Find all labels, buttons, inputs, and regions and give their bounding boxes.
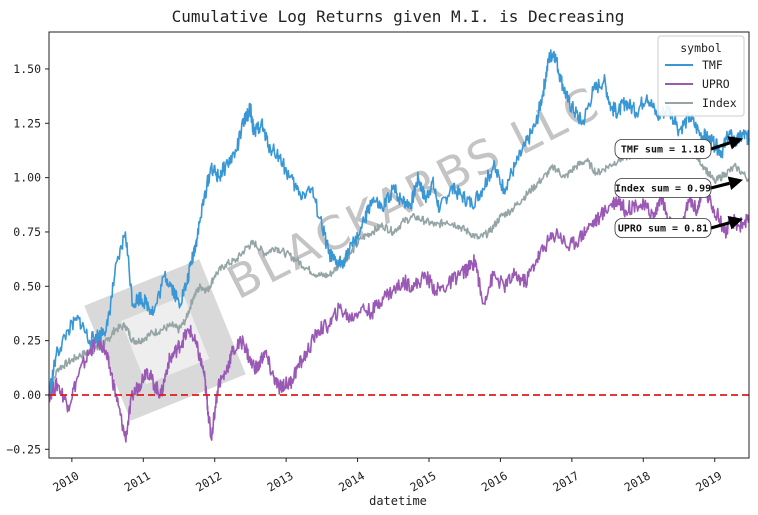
- logo-inner-shape: [120, 295, 210, 385]
- x-axis: 2010 2011 2012 2013 2014 2015 2016 2017 2018 2019: [50, 458, 724, 494]
- annotation-arrow-upro: [710, 221, 730, 230]
- y-tick-label: 0.75: [13, 225, 41, 239]
- annotation-arrowhead-upro: [727, 216, 743, 230]
- x-tick-label: 2016: [479, 468, 510, 494]
- annotation-box-upro: [614, 218, 712, 238]
- legend-label-upro: UPRO: [702, 77, 730, 91]
- y-tick-label: 1.25: [13, 116, 41, 130]
- y-tick-label: 1.00: [13, 171, 41, 185]
- y-tick-label: 0.00: [13, 388, 41, 402]
- legend-label-index: Index: [702, 96, 737, 110]
- x-tick-label: 2015: [408, 468, 439, 494]
- annotation-arrow-tmf: [710, 141, 731, 151]
- x-tick-label: 2013: [265, 468, 296, 494]
- annotation-label-tmf: TMF sum = 1.18: [621, 145, 705, 156]
- x-tick-label: 2012: [193, 468, 224, 494]
- annotation-box-tmf: [614, 139, 712, 159]
- annotation-label-upro: UPRO sum = 0.81: [618, 224, 708, 235]
- x-tick-label: 2019: [693, 468, 724, 494]
- plot-frame: [48, 31, 750, 459]
- legend-label-tmf: TMF: [702, 58, 723, 72]
- x-tick-label: 2011: [122, 468, 153, 494]
- y-tick-label: 0.25: [13, 334, 41, 348]
- legend-items: TMF UPRO Index: [665, 58, 737, 110]
- x-tick-label: 2014: [336, 468, 367, 494]
- series-line-upro: [48, 185, 750, 443]
- annotation-layer: TMF sum = 1.18 Index sum = 0.99 UPRO sum =…: [614, 136, 743, 238]
- chart-title: Cumulative Log Returns given M.I. is Dec…: [172, 7, 625, 26]
- annotation-label-index: Index sum = 0.99: [615, 184, 711, 195]
- annotation-arrowhead-index: [727, 176, 743, 191]
- x-axis-label: datetime: [369, 494, 427, 508]
- annotation-arrowhead-tmf: [727, 136, 743, 150]
- legend: symbol TMF UPRO Index: [657, 35, 745, 117]
- y-tick-label: −0.25: [6, 442, 41, 456]
- annotation-arrow-index: [710, 181, 730, 190]
- y-tick-label: 1.50: [13, 62, 41, 76]
- y-axis: −0.25 0.00 0.25 0.50 0.75 1.00 1.25 1.50: [6, 62, 49, 456]
- x-tick-label: 2018: [622, 468, 653, 494]
- series-line-tmf: [48, 49, 750, 396]
- x-tick-label: 2017: [550, 468, 581, 494]
- legend-box: [657, 35, 745, 117]
- x-tick-label: 2010: [50, 468, 81, 494]
- annotation-box-index: [614, 178, 712, 198]
- y-tick-label: 0.50: [13, 279, 41, 293]
- legend-title: symbol: [680, 41, 722, 55]
